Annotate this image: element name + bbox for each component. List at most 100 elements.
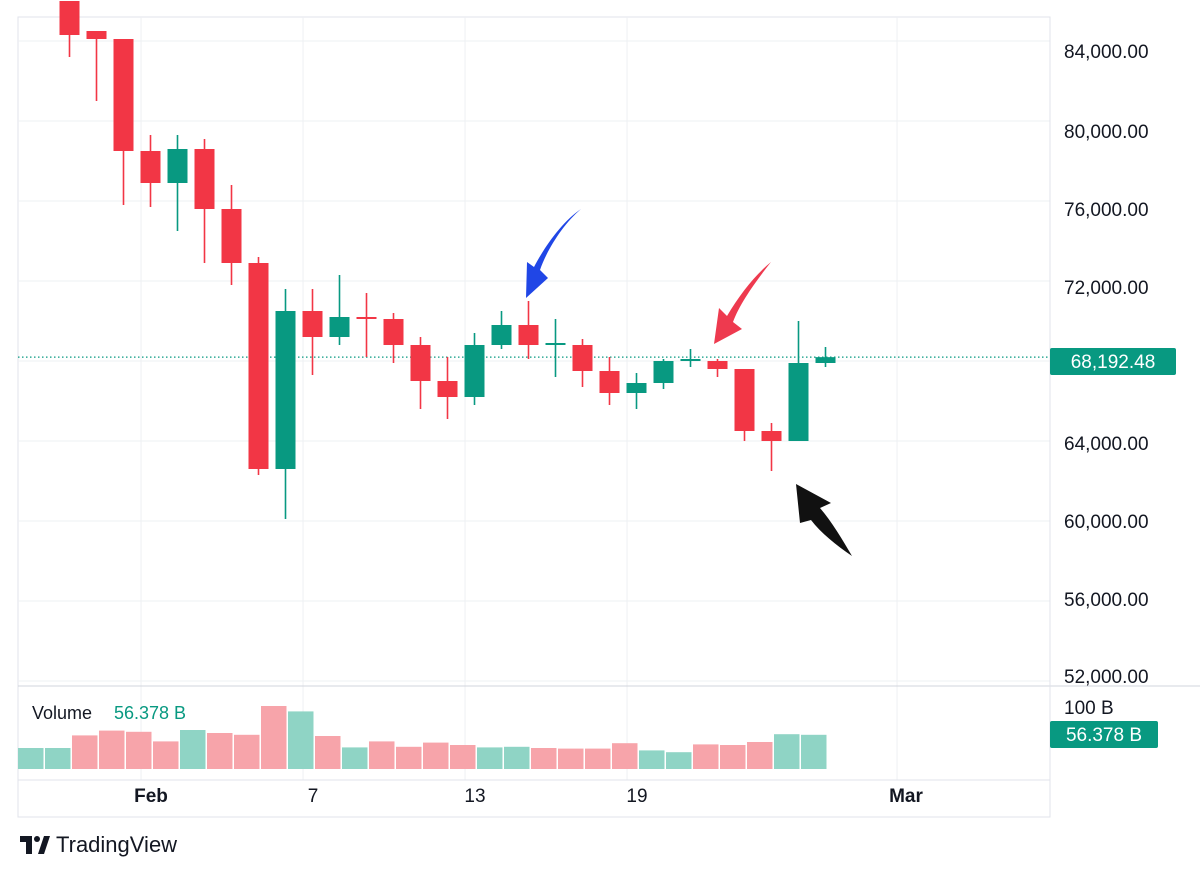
price-tick: 72,000.00 [1064, 278, 1149, 299]
candle-body [761, 431, 782, 441]
candle-body [491, 325, 512, 345]
candle-body [86, 31, 107, 39]
candle-body [653, 361, 674, 383]
volume-value: 56.378 B [114, 703, 186, 723]
volume-bar [315, 736, 341, 769]
volume-bar [774, 734, 800, 769]
candle-body [383, 319, 404, 345]
candle [59, 1, 80, 57]
blue-arrow [526, 209, 581, 298]
tradingview-brand: TradingView [18, 832, 177, 858]
candle-body [518, 325, 539, 345]
candle [140, 135, 161, 207]
candle [221, 185, 242, 285]
price-tick: 76,000.00 [1064, 200, 1149, 221]
volume-bar [234, 734, 260, 769]
candle [329, 275, 350, 345]
volume-bar [99, 730, 125, 769]
grid-lines [17, 16, 1200, 818]
volume-bar [720, 745, 746, 769]
candle-body [302, 311, 323, 337]
candle [707, 359, 728, 377]
volume-bar [207, 733, 233, 769]
price-tick: 64,000.00 [1064, 434, 1149, 455]
arrow-annotations [526, 209, 852, 556]
red-arrow [714, 262, 771, 344]
price-tick: 52,000.00 [1064, 667, 1149, 688]
time-label: Feb [134, 786, 168, 807]
volume-bar [423, 742, 449, 769]
candle-body [329, 317, 350, 337]
candle [302, 289, 323, 375]
candle [599, 357, 620, 405]
candle [356, 293, 377, 357]
candle [518, 301, 539, 359]
volume-bar [666, 752, 692, 769]
candle [626, 373, 647, 409]
candle [383, 313, 404, 363]
volume-bar [180, 730, 206, 769]
candle [788, 321, 809, 441]
candle-body [194, 149, 215, 209]
candle [491, 311, 512, 349]
candle-body [410, 345, 431, 381]
volume-bar [558, 748, 584, 769]
volume-bar [342, 747, 368, 769]
candle [167, 135, 188, 231]
volume-bar [45, 748, 71, 769]
volume-bar [477, 747, 503, 769]
candle-body [275, 311, 296, 469]
volume-bar [261, 706, 287, 769]
candle-body [464, 345, 485, 397]
volume-bar [288, 711, 314, 769]
candle-body [788, 363, 809, 441]
candle-body [599, 371, 620, 393]
candle [86, 31, 107, 101]
candle-body [626, 383, 647, 393]
volume-bar [693, 744, 719, 769]
candle [815, 347, 836, 367]
candle-body [59, 1, 80, 35]
candle-body [437, 381, 458, 397]
volume-bar [18, 748, 44, 769]
candle-body [680, 359, 701, 361]
candle [113, 39, 134, 205]
volume-title: Volume [32, 703, 92, 723]
volume-bar [612, 743, 638, 769]
price-tick: 84,000.00 [1064, 42, 1149, 63]
candle-body [248, 263, 269, 469]
candle-body [221, 209, 242, 263]
candle [680, 349, 701, 367]
candle [437, 357, 458, 419]
volume-bar [450, 745, 476, 769]
volume-bar [72, 735, 98, 769]
last-price-badge [1050, 348, 1176, 375]
candle-body [815, 357, 836, 363]
candle [734, 369, 755, 441]
volume-bar [504, 746, 530, 769]
candles [59, 1, 836, 519]
candle [464, 333, 485, 405]
volume-bar [747, 742, 773, 769]
volume-bar [639, 750, 665, 769]
brand-name: TradingView [56, 832, 178, 857]
candle-body [734, 369, 755, 431]
price-tick: 60,000.00 [1064, 512, 1149, 533]
volume-bar [153, 741, 179, 769]
last-price-label: 68,192.48 [1071, 352, 1156, 373]
candle [410, 337, 431, 409]
candle [275, 289, 296, 519]
time-label: Mar [889, 786, 923, 807]
volume-badge [1050, 721, 1158, 748]
volume-bar [126, 731, 152, 769]
candle-body [113, 39, 134, 151]
volume-bar [531, 748, 557, 769]
candle [545, 319, 566, 377]
candle-body [572, 345, 593, 371]
candle [653, 359, 674, 389]
candle [761, 423, 782, 471]
candle [248, 257, 269, 475]
time-label: 19 [626, 786, 647, 807]
time-label: 7 [308, 786, 319, 807]
